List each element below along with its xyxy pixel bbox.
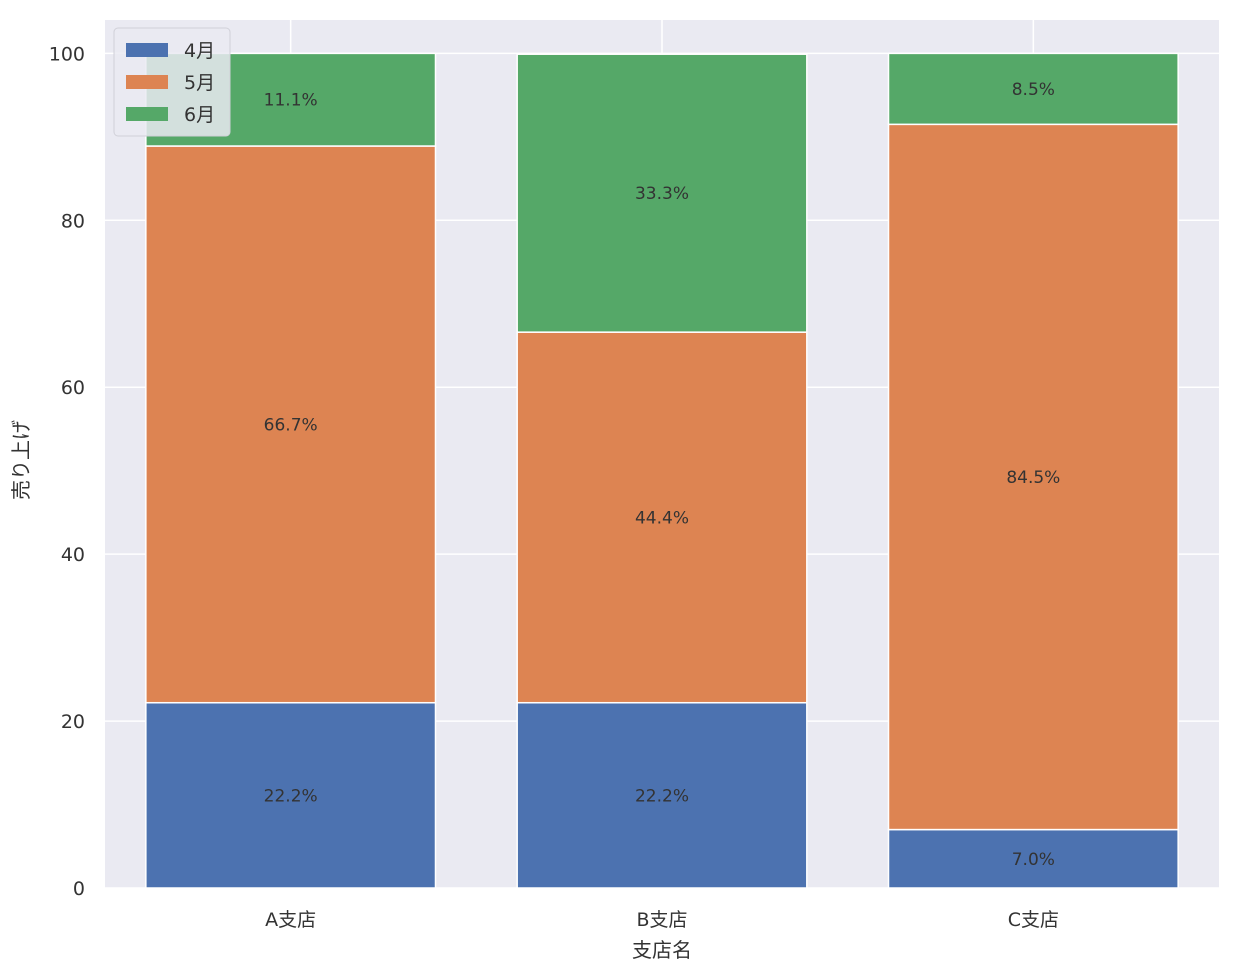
bar-segment <box>887 828 1179 889</box>
legend-label: 5月 <box>184 72 215 94</box>
legend-swatch <box>126 75 168 89</box>
bar-segment <box>145 701 437 889</box>
data-label: 8.5% <box>1012 80 1055 100</box>
data-label: 66.7% <box>264 415 318 435</box>
y-tick-label: 60 <box>61 377 85 399</box>
data-label: 84.5% <box>1006 468 1060 488</box>
x-tick-label: B支店 <box>636 909 687 931</box>
y-axis-ticks: 0 20 40 60 80 100 <box>49 43 85 900</box>
y-tick-label: 80 <box>61 210 85 232</box>
data-label: 11.1% <box>264 91 318 111</box>
data-label: 22.2% <box>264 786 318 806</box>
legend-label: 6月 <box>184 104 215 126</box>
bar-segment <box>145 145 437 704</box>
bar-segment <box>516 331 808 704</box>
data-label: 7.0% <box>1012 850 1055 870</box>
x-tick-label: C支店 <box>1008 909 1059 931</box>
data-label: 22.2% <box>635 786 689 806</box>
data-labels: 22.2% 66.7% 11.1% 22.2% 44.4% 33.3% 7.0% 84.5% 8… <box>264 80 1061 870</box>
data-label: 33.3% <box>635 184 689 204</box>
bar-segment <box>887 123 1179 831</box>
x-axis-label: 支店名 <box>632 938 692 962</box>
legend-label: 4月 <box>184 40 215 62</box>
legend-swatch <box>126 107 168 121</box>
y-tick-label: 40 <box>61 544 85 566</box>
x-axis-ticks: A支店 B支店 C支店 <box>265 909 1059 931</box>
y-axis-label: 売り上げ <box>9 420 33 500</box>
y-tick-label: 100 <box>49 43 85 65</box>
legend-swatch <box>126 43 168 57</box>
bar-segment <box>887 52 1179 126</box>
bars <box>145 52 1179 889</box>
x-tick-label: A支店 <box>265 909 316 931</box>
y-tick-label: 20 <box>61 711 85 733</box>
y-tick-label: 0 <box>73 878 85 900</box>
legend: 4月 5月 6月 <box>113 27 231 137</box>
data-label: 44.4% <box>635 508 689 528</box>
bar-segment <box>516 53 808 333</box>
